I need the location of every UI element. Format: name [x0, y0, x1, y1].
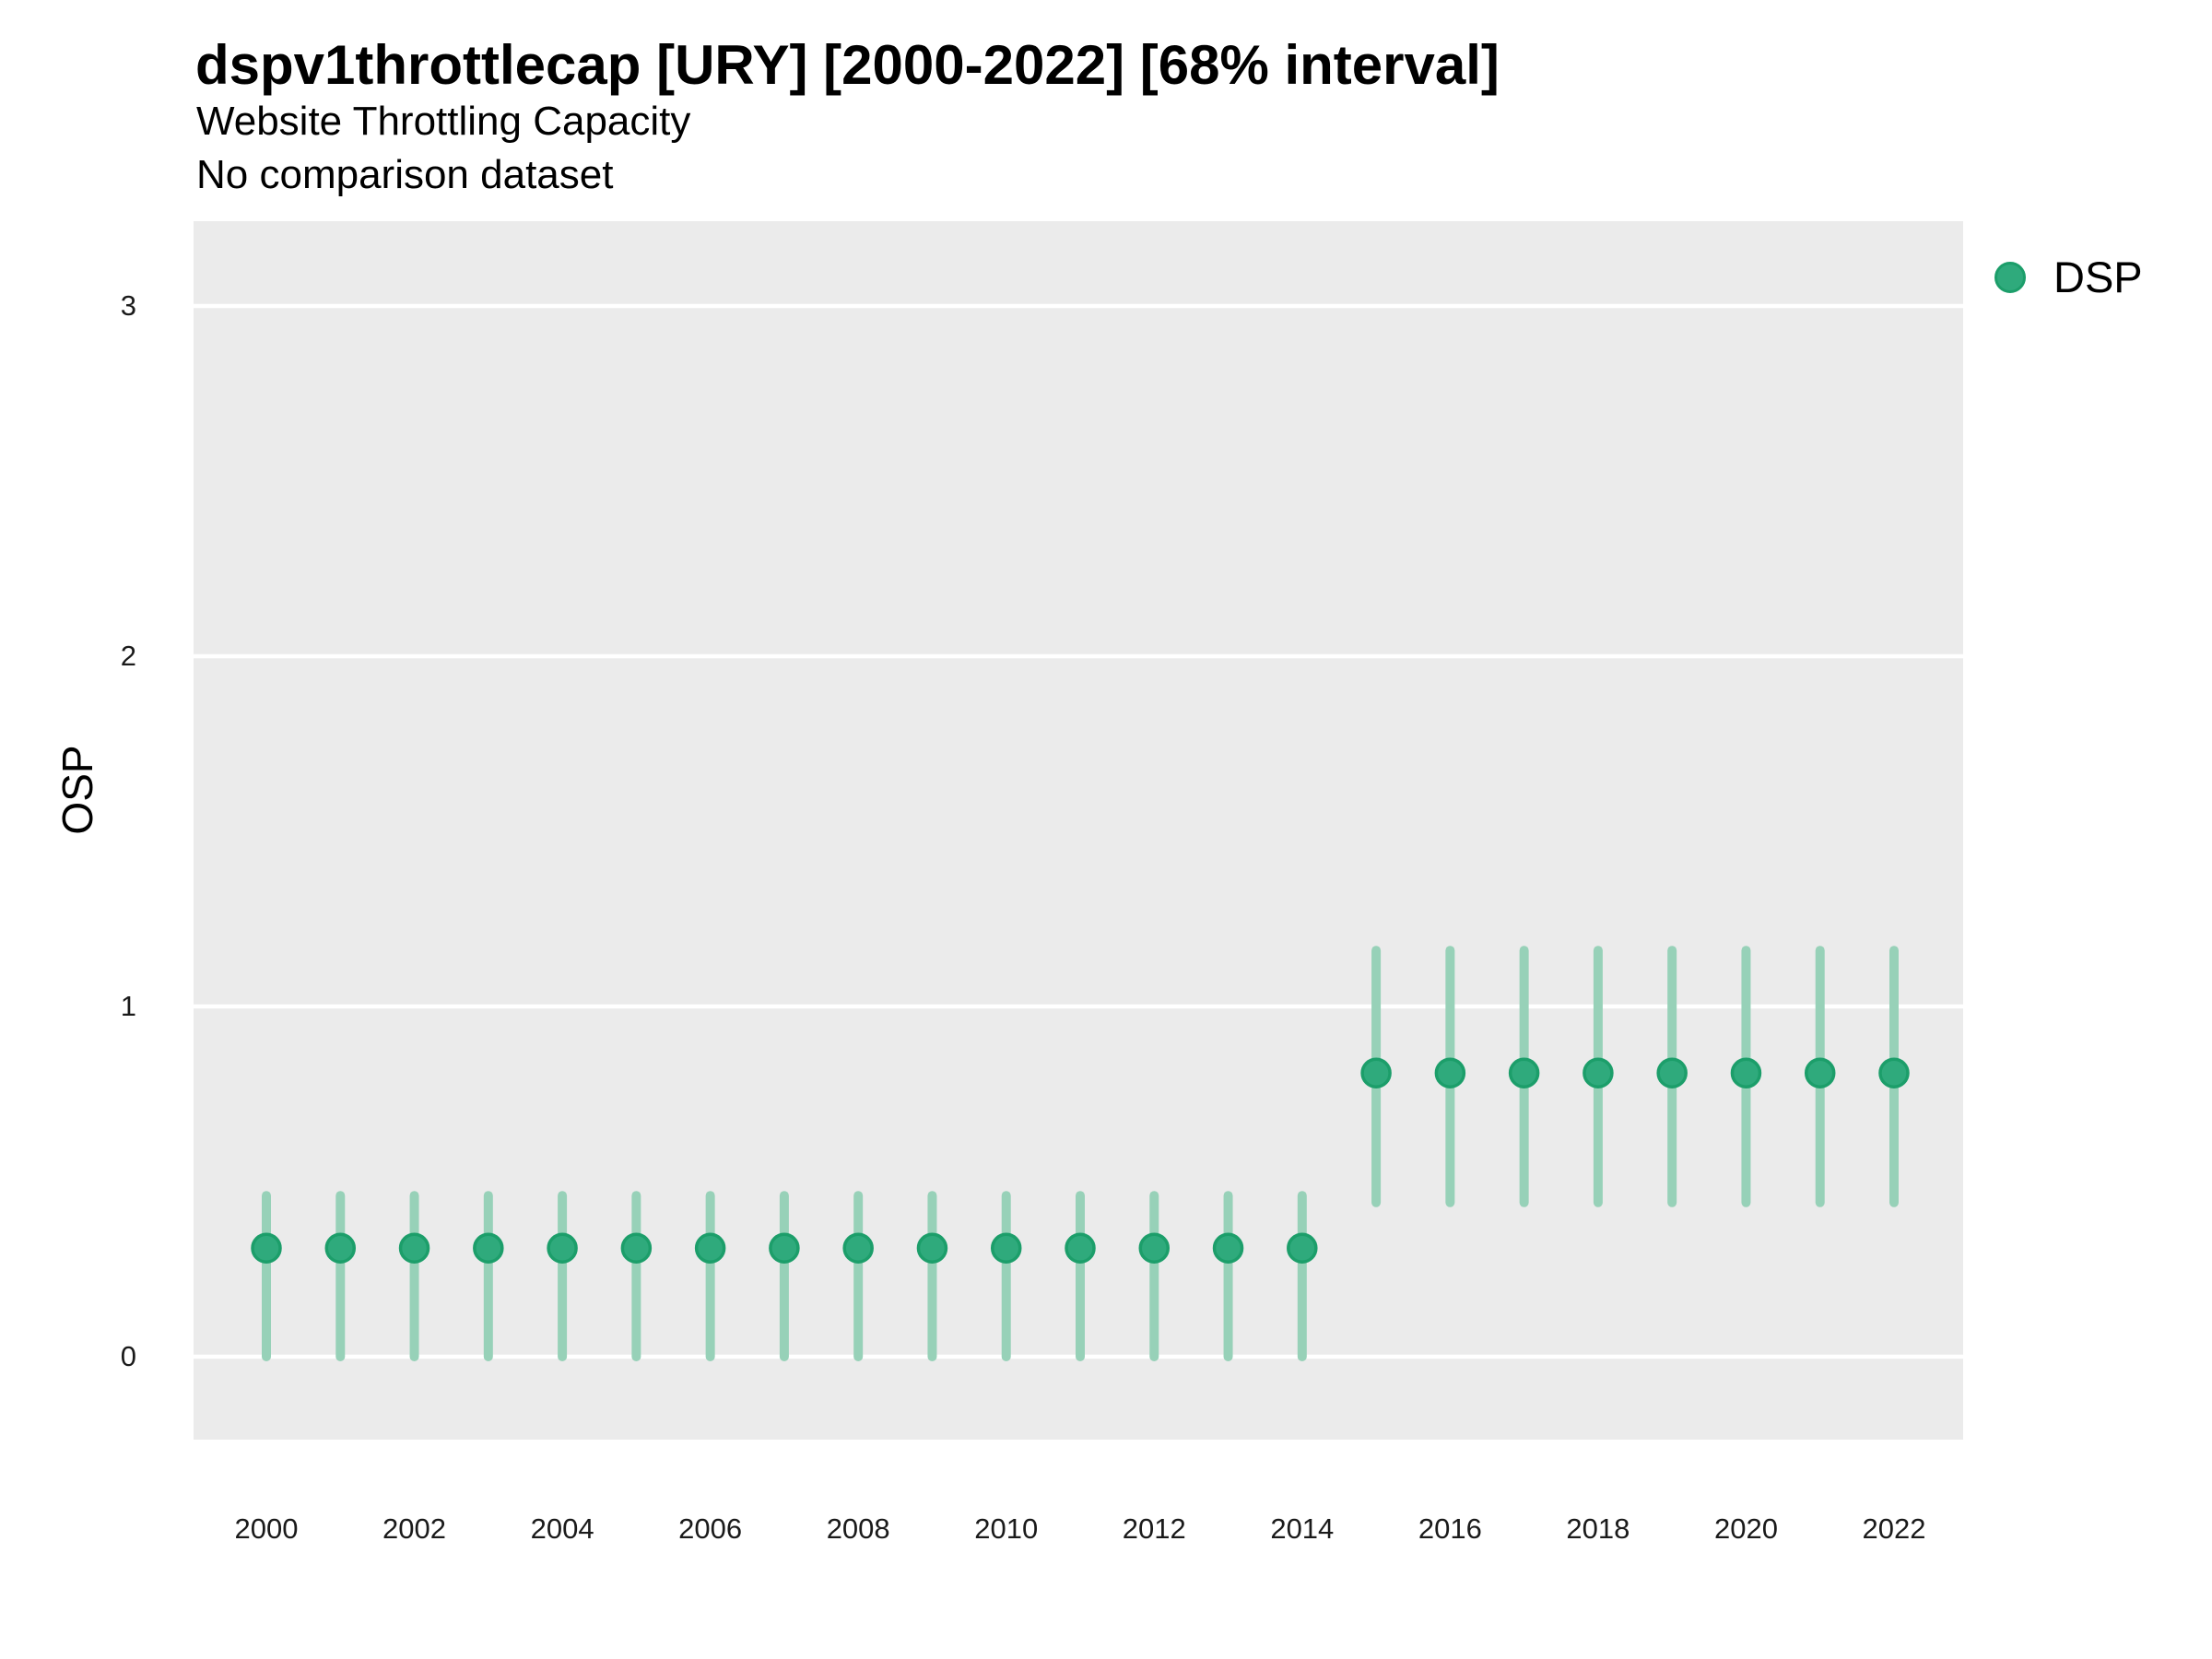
x-tick-label-2014: 2014 — [1270, 1512, 1335, 1545]
data-point-2006 — [694, 1232, 726, 1264]
data-point-2005 — [620, 1232, 653, 1264]
x-tick-label-2012: 2012 — [1122, 1512, 1186, 1545]
x-tick-label-2008: 2008 — [826, 1512, 890, 1545]
data-point-2022 — [1878, 1057, 1910, 1088]
y-tick-label-3: 3 — [120, 289, 136, 322]
data-point-2020 — [1730, 1057, 1762, 1088]
legend-label-dsp: DSP — [2053, 253, 2143, 301]
x-tick-label-2002: 2002 — [382, 1512, 447, 1545]
y-tick-label-2: 2 — [120, 640, 136, 672]
x-tick-label-2006: 2006 — [678, 1512, 743, 1545]
x-tick-label-2022: 2022 — [1862, 1512, 1926, 1545]
data-point-2010 — [990, 1232, 1022, 1264]
data-point-2008 — [842, 1232, 874, 1264]
data-point-2004 — [547, 1232, 578, 1264]
data-point-2014 — [1287, 1232, 1318, 1264]
x-tick-label-2020: 2020 — [1713, 1512, 1778, 1545]
data-point-2019 — [1656, 1057, 1688, 1088]
data-point-2013 — [1212, 1232, 1244, 1264]
y-tick-label-0: 0 — [120, 1340, 136, 1372]
data-point-2016 — [1434, 1057, 1466, 1088]
data-point-2012 — [1138, 1232, 1171, 1264]
data-point-2002 — [398, 1232, 430, 1264]
data-point-2021 — [1804, 1057, 1836, 1088]
data-point-2009 — [916, 1232, 948, 1264]
y-tick-label-1: 1 — [120, 990, 136, 1022]
x-tick-label-2004: 2004 — [530, 1512, 594, 1545]
data-point-2017 — [1508, 1057, 1540, 1088]
chart-title: dspv1throttlecap [URY] [2000-2022] [68% … — [195, 34, 1500, 96]
data-point-2007 — [769, 1232, 800, 1264]
x-tick-label-2000: 2000 — [234, 1512, 299, 1545]
data-point-2003 — [473, 1232, 504, 1264]
data-point-2001 — [324, 1232, 357, 1264]
comparison-note: No comparison dataset — [196, 152, 614, 197]
legend-marker-dsp-icon — [1994, 262, 2026, 293]
legend: DSP — [1994, 253, 2143, 302]
x-tick-label-2010: 2010 — [974, 1512, 1039, 1545]
chart-subtitle: Website Throttling Capacity — [196, 99, 691, 144]
x-tick-label-2018: 2018 — [1566, 1512, 1630, 1545]
x-tick-label-2016: 2016 — [1418, 1512, 1482, 1545]
data-point-2018 — [1583, 1057, 1614, 1088]
data-point-2000 — [251, 1232, 282, 1264]
data-point-2011 — [1065, 1232, 1096, 1264]
data-point-2015 — [1360, 1057, 1392, 1088]
